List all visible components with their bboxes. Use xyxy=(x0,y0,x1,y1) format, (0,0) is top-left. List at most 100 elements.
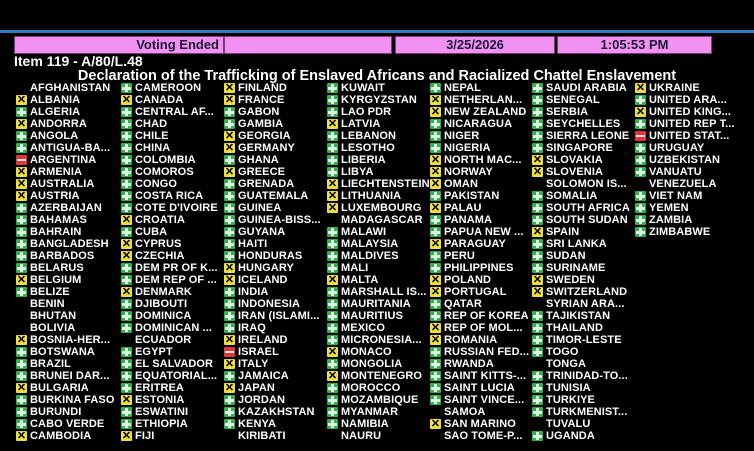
country-vote-row: SUDAN xyxy=(532,250,630,262)
country-vote-row: LIBYA xyxy=(327,166,430,178)
country-vote-row: SAMOA xyxy=(430,406,529,418)
resolution-title: Declaration of the Trafficking of Enslav… xyxy=(77,68,677,84)
country-name: CAMEROON xyxy=(135,82,202,94)
country-name: TIMOR-LESTE xyxy=(546,334,622,347)
country-vote-row: COMOROS xyxy=(121,166,218,178)
country-column: ✕ FINLAND ✕ FRANCE GABON GAMBIA ✕ GEORGIA ✕ GERMA… xyxy=(224,82,321,442)
no-vote-icon xyxy=(532,359,543,369)
country-vote-row: ✕ BOSNIA-HER... xyxy=(16,334,115,346)
country-vote-row: BURKINA FASO xyxy=(16,394,115,406)
plus-icon xyxy=(16,239,27,250)
no-vote-icon xyxy=(430,407,441,417)
country-vote-row: ✕ FIJI xyxy=(121,430,218,442)
plus-icon xyxy=(121,191,132,202)
country-vote-row: SAINT LUCIA xyxy=(430,382,529,394)
country-name: INDONESIA xyxy=(238,298,301,311)
plus-icon xyxy=(327,239,338,250)
plus-icon xyxy=(532,83,543,93)
country-vote-row: LIBERIA xyxy=(327,154,430,166)
country-name: TUVALU xyxy=(546,418,591,431)
country-vote-row: BENIN xyxy=(16,298,115,310)
country-vote-row: ANTIGUA-BA... xyxy=(16,142,115,154)
country-name: MALDIVES xyxy=(341,250,399,263)
country-vote-row: PHILIPPINES xyxy=(430,262,529,274)
minus-icon xyxy=(224,347,235,358)
country-name: PAKISTAN xyxy=(444,190,500,203)
country-vote-row: BHUTAN xyxy=(16,310,115,322)
x-icon: ✕ xyxy=(430,178,441,191)
country-name: SOUTH AFRICA xyxy=(546,202,630,215)
country-vote-row: VIET NAM xyxy=(635,190,735,202)
plus-icon xyxy=(327,167,338,178)
country-name: GREECE xyxy=(238,166,286,179)
country-name: MALAWI xyxy=(341,226,387,239)
x-icon: ✕ xyxy=(327,370,338,383)
country-vote-row: GUATEMALA xyxy=(224,190,321,202)
x-icon: ✕ xyxy=(430,166,441,179)
country-vote-row: SOLOMON IS... xyxy=(532,178,630,190)
country-name: MADAGASCAR xyxy=(341,214,423,227)
plus-icon xyxy=(532,407,543,418)
vote-time: 1:05:53 PM xyxy=(557,36,712,54)
country-vote-row: SRI LANKA xyxy=(532,238,630,250)
plus-icon xyxy=(430,191,441,202)
country-name: TAJIKISTAN xyxy=(546,310,611,323)
x-icon: ✕ xyxy=(224,166,235,179)
country-vote-row: ✕ BELGIUM xyxy=(16,274,115,286)
country-name: CAMBODIA xyxy=(30,430,92,443)
country-name: GAMBIA xyxy=(238,118,284,131)
country-name: MONGOLIA xyxy=(341,358,403,371)
voting-status: Voting Ended xyxy=(14,36,224,54)
country-name: ARMENIA xyxy=(30,166,83,179)
country-name: SAO TOME-P... xyxy=(444,430,523,443)
country-name: SAINT LUCIA xyxy=(444,382,515,395)
country-vote-row: IRAQ xyxy=(224,322,321,334)
plus-icon xyxy=(635,143,646,154)
country-name: EQUATORIAL... xyxy=(135,370,218,383)
country-vote-row: UNITED ARA... xyxy=(635,94,735,106)
country-name: SENEGAL xyxy=(546,94,600,107)
country-vote-row: BRUNEI DAR... xyxy=(16,370,115,382)
country-vote-row: ✕ SWITZERLAND xyxy=(532,286,630,298)
x-icon: ✕ xyxy=(430,274,441,287)
plus-icon xyxy=(121,371,132,382)
country-vote-row: GAMBIA xyxy=(224,118,321,130)
country-name: NICARAGUA xyxy=(444,118,513,131)
country-vote-row: UNITED STAT... xyxy=(635,130,735,142)
country-name: TRINIDAD-TO... xyxy=(546,370,628,383)
x-icon: ✕ xyxy=(121,238,132,251)
plus-icon xyxy=(532,107,543,118)
country-vote-row: ESWATINI xyxy=(121,406,218,418)
country-name: URUGUAY xyxy=(649,142,705,155)
country-vote-row: SAO TOME-P... xyxy=(430,430,529,442)
plus-icon xyxy=(327,95,338,106)
country-name: MAURITANIA xyxy=(341,298,411,311)
header-blank-cell xyxy=(224,36,392,54)
plus-icon xyxy=(532,119,543,130)
country-vote-row: ✕ MONACO xyxy=(327,346,430,358)
country-name: UKRAINE xyxy=(649,82,700,94)
plus-icon xyxy=(121,203,132,214)
plus-icon xyxy=(327,395,338,406)
country-name: TUNISIA xyxy=(546,382,591,395)
x-icon: ✕ xyxy=(430,202,441,215)
country-vote-row: SAINT KITTS-... xyxy=(430,370,529,382)
country-vote-row: ✕ NORWAY xyxy=(430,166,529,178)
plus-icon xyxy=(121,347,132,358)
country-vote-row: MALAYSIA xyxy=(327,238,430,250)
no-vote-icon xyxy=(224,431,235,441)
country-name: TONGA xyxy=(546,358,587,371)
x-icon: ✕ xyxy=(430,94,441,107)
country-name: PHILIPPINES xyxy=(444,262,514,275)
plus-icon xyxy=(121,155,132,166)
country-name: BELARUS xyxy=(30,262,84,275)
country-name: ANGOLA xyxy=(30,130,79,143)
country-vote-row: BURUNDI xyxy=(16,406,115,418)
country-name: ICELAND xyxy=(238,274,288,287)
country-vote-row: MOZAMBIQUE xyxy=(327,394,430,406)
country-vote-row: TOGO xyxy=(532,346,630,358)
country-vote-row: SERBIA xyxy=(532,106,630,118)
country-name: CHILE xyxy=(135,130,169,143)
country-name: GABON xyxy=(238,106,280,119)
country-vote-row: SURINAME xyxy=(532,262,630,274)
